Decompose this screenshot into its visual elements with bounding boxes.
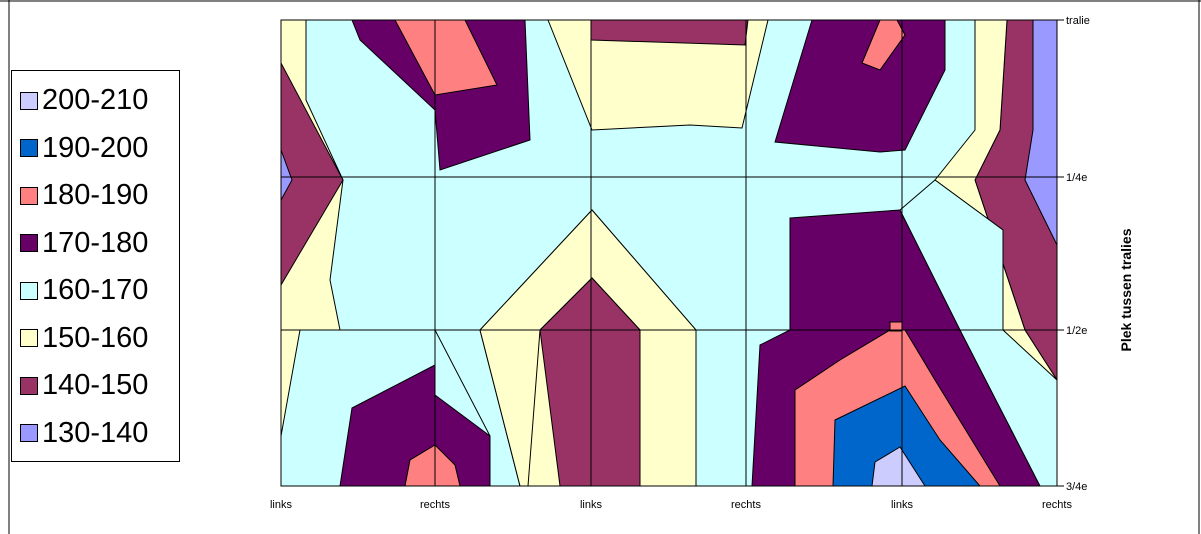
- y-ticks: [1057, 19, 1064, 487]
- band-140-150-top: [590, 19, 749, 46]
- legend: 200-210 190-200 180-190 170-180 160-170 …: [11, 70, 180, 462]
- legend-label: 170-180: [42, 226, 149, 259]
- y-tick-label-2: 1/2e: [1066, 325, 1087, 337]
- y-tick-label-1: 1/4e: [1066, 172, 1087, 184]
- plot-area: [280, 19, 1058, 487]
- x-tick-label-1: rechts: [420, 499, 450, 511]
- legend-swatch: [20, 234, 38, 253]
- x-tick-label-5: rechts: [1042, 499, 1072, 511]
- legend-label: 140-150: [42, 369, 149, 402]
- legend-item: 180-190: [20, 172, 179, 220]
- legend-label: 150-160: [42, 321, 149, 354]
- x-tick-label-3: rechts: [731, 499, 761, 511]
- x-tick-label-0: links: [270, 499, 293, 511]
- legend-swatch: [20, 91, 38, 110]
- legend-label: 190-200: [42, 131, 149, 164]
- legend-item: 170-180: [20, 220, 179, 268]
- legend-swatch: [20, 424, 38, 443]
- legend-label: 130-140: [42, 416, 149, 449]
- legend-item: 200-210: [20, 77, 179, 125]
- plot-border: [280, 19, 1058, 487]
- gridlines: [281, 20, 1057, 486]
- legend-swatch: [20, 281, 38, 300]
- legend-item: 150-160: [20, 315, 179, 363]
- y-tick-label-0: tralie: [1066, 15, 1090, 27]
- legend-swatch: [20, 139, 38, 158]
- legend-swatch: [20, 329, 38, 348]
- legend-label: 200-210: [42, 84, 149, 117]
- legend-swatch: [20, 186, 38, 205]
- legend-item: 130-140: [20, 410, 179, 458]
- legend-swatch: [20, 376, 38, 395]
- legend-item: 140-150: [20, 362, 179, 410]
- y-tick-label-3: 3/4e: [1066, 481, 1087, 493]
- legend-label: 160-170: [42, 274, 149, 307]
- legend-item: 160-170: [20, 267, 179, 315]
- x-tick-label-4: links: [891, 499, 914, 511]
- x-tick-label-2: links: [580, 499, 603, 511]
- legend-item: 190-200: [20, 125, 179, 173]
- y-axis-title: Plek tussen tralies: [1118, 228, 1134, 352]
- legend-label: 180-190: [42, 179, 149, 212]
